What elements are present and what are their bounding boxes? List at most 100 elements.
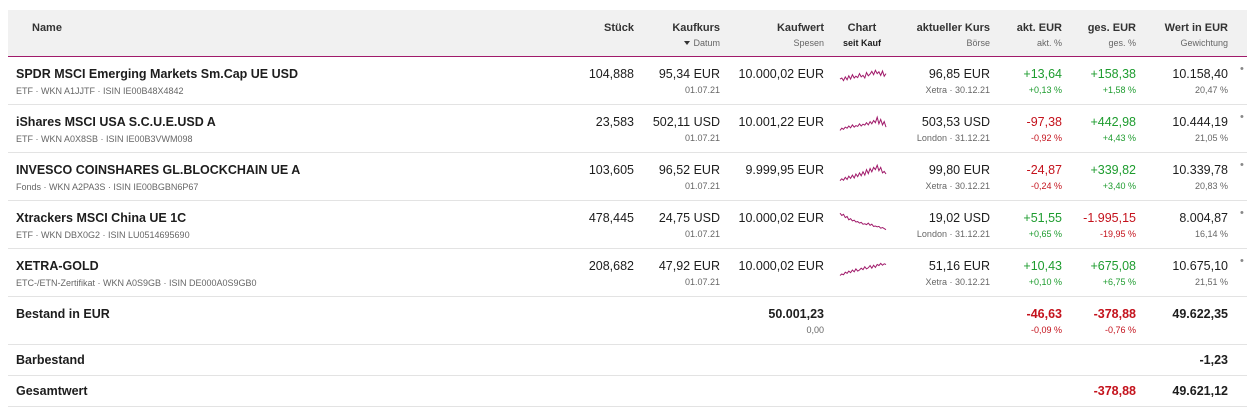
sparkline-chart[interactable] [839, 113, 887, 139]
position-kaufdatum: 01.07.21 [684, 277, 720, 287]
table-row[interactable]: Xtrackers MSCI China UE 1C ETF · WKN DBX0… [8, 201, 1247, 249]
sparkline-chart[interactable] [839, 257, 887, 283]
position-wert: 10.675,10 [1172, 259, 1228, 273]
more-dots-icon[interactable]: • [1240, 63, 1244, 75]
position-name[interactable]: SPDR MSCI Emerging Markets Sm.Cap UE USD [16, 67, 299, 81]
position-akt-pct: +0,13 % [1028, 85, 1062, 95]
position-stueck: 103,605 [588, 163, 634, 177]
position-kaufdatum: 01.07.21 [684, 181, 720, 191]
position-akt-eur: +13,64 [1023, 67, 1062, 81]
sparkline-chart[interactable] [839, 209, 887, 235]
col-datum-header[interactable]: Datum [638, 38, 720, 48]
bestand-ges-eur: -378,88 [1093, 307, 1136, 321]
sparkline-path [839, 212, 887, 231]
position-stueck: 104,888 [588, 67, 634, 81]
more-dots-icon[interactable]: • [1240, 207, 1244, 219]
position-ges-pct: +1,58 % [1102, 85, 1136, 95]
position-meta: Fonds · WKN A2PA3S · ISIN IE00BGBN6P67 [16, 182, 199, 192]
position-akt-eur: -24,87 [1026, 163, 1062, 177]
barbestand-wert: -1,23 [1199, 353, 1229, 367]
position-akt-pct: +0,10 % [1028, 277, 1062, 287]
position-name[interactable]: XETRA-GOLD [16, 259, 99, 273]
position-meta: ETC-/ETN-Zertifikat · WKN A0S9GB · ISIN … [16, 278, 257, 288]
position-ges-eur: -1.995,15 [1083, 211, 1136, 225]
position-boerse: London · 31.12.21 [916, 133, 990, 143]
more-dots-icon[interactable]: • [1240, 255, 1244, 267]
position-meta: ETF · WKN DBX0G2 · ISIN LU0514695690 [16, 230, 190, 240]
position-boerse: Xetra · 30.12.21 [925, 85, 990, 95]
more-dots-icon[interactable]: • [1240, 111, 1244, 123]
table-row[interactable]: XETRA-GOLD ETC-/ETN-Zertifikat · WKN A0S9… [8, 249, 1247, 297]
more-dots-icon[interactable]: • [1240, 159, 1244, 171]
col-akt-pct-header[interactable]: akt. % [1036, 38, 1062, 48]
positions-list: SPDR MSCI Emerging Markets Sm.Cap UE USD… [8, 57, 1247, 297]
position-name[interactable]: Xtrackers MSCI China UE 1C [16, 211, 187, 225]
position-meta: ETF · WKN A1JJTF · ISIN IE00B48X4842 [16, 86, 184, 96]
position-akt-pct: -0,92 % [1030, 133, 1062, 143]
position-akt-eur: +51,55 [1023, 211, 1062, 225]
gesamtwert-ges-eur: -378,88 [1093, 384, 1136, 398]
position-wert: 10.339,78 [1172, 163, 1228, 177]
position-kaufdatum: 01.07.21 [684, 85, 720, 95]
position-gewichtung: 21,51 % [1194, 277, 1228, 287]
gesamtwert-label: Gesamtwert [16, 384, 88, 398]
position-gewichtung: 16,14 % [1194, 229, 1228, 239]
sparkline-chart[interactable] [839, 161, 887, 187]
position-kaufkurs: 95,34 EUR [658, 67, 720, 81]
table-row[interactable]: SPDR MSCI Emerging Markets Sm.Cap UE USD… [8, 57, 1247, 105]
position-stueck: 478,445 [588, 211, 634, 225]
col-seit-kauf-header[interactable]: seit Kauf [842, 38, 881, 48]
position-stueck: 23,583 [595, 115, 634, 129]
table-row[interactable]: INVESCO COINSHARES GL.BLOCKCHAIN UE A Fon… [8, 153, 1247, 201]
table-row[interactable]: iShares MSCI USA S.C.U.E.USD A ETF · WKN … [8, 105, 1247, 153]
col-akt-eur-header[interactable]: akt. EUR [1016, 22, 1062, 34]
position-gewichtung: 20,83 % [1194, 181, 1228, 191]
position-name[interactable]: INVESCO COINSHARES GL.BLOCKCHAIN UE A [16, 163, 301, 177]
bestand-label: Bestand in EUR [16, 307, 110, 321]
position-kaufdatum: 01.07.21 [684, 229, 720, 239]
gesamtwert-row: Gesamtwert -378,88 49.621,12 [8, 376, 1247, 407]
position-kaufwert: 10.000,02 EUR [738, 211, 824, 225]
col-ges-pct-header[interactable]: ges. % [1108, 38, 1136, 48]
col-datum-label: Datum [693, 38, 720, 48]
table-header: Name Stück Kaufkurs Datum Kaufwert Spese… [8, 10, 1247, 57]
position-kurs: 19,02 USD [928, 211, 990, 225]
position-ges-pct: +3,40 % [1102, 181, 1136, 191]
position-kurs: 503,53 USD [921, 115, 990, 129]
position-kaufkurs: 96,52 EUR [658, 163, 720, 177]
position-wert: 8.004,87 [1179, 211, 1228, 225]
position-ges-eur: +158,38 [1090, 67, 1136, 81]
bestand-spesen: 0,00 [806, 325, 824, 335]
sparkline-chart[interactable] [839, 65, 887, 91]
position-akt-eur: +10,43 [1023, 259, 1062, 273]
position-kaufkurs: 24,75 USD [658, 211, 720, 225]
position-akt-eur: -97,38 [1026, 115, 1062, 129]
col-chart-header: Chart [847, 22, 877, 34]
bestand-wert: 49.622,35 [1172, 307, 1228, 321]
position-boerse: Xetra · 30.12.21 [925, 181, 990, 191]
col-kaufkurs-header[interactable]: Kaufkurs [672, 22, 720, 34]
position-boerse: Xetra · 30.12.21 [925, 277, 990, 287]
bestand-ges-pct: -0,76 % [1104, 325, 1136, 335]
position-akt-pct: -0,24 % [1030, 181, 1062, 191]
col-name-header[interactable]: Name [32, 22, 62, 34]
col-stueck-header[interactable]: Stück [604, 22, 634, 34]
col-kurs-header[interactable]: aktueller Kurs [916, 22, 990, 34]
col-spesen-header[interactable]: Spesen [793, 38, 824, 48]
col-boerse-header[interactable]: Börse [966, 38, 990, 48]
position-meta: ETF · WKN A0X8SB · ISIN IE00B3VWM098 [16, 134, 193, 144]
col-wert-header[interactable]: Wert in EUR [1164, 22, 1228, 34]
position-akt-pct: +0,65 % [1028, 229, 1062, 239]
sparkline-path [839, 163, 887, 181]
col-gewichtung-header[interactable]: Gewichtung [1180, 38, 1228, 48]
col-kaufwert-header[interactable]: Kaufwert [776, 22, 824, 34]
sparkline-path [839, 115, 887, 131]
position-ges-pct: +4,43 % [1102, 133, 1136, 143]
position-ges-pct: +6,75 % [1102, 277, 1136, 287]
col-ges-eur-header[interactable]: ges. EUR [1087, 22, 1136, 34]
position-kaufwert: 10.000,02 EUR [738, 259, 824, 273]
position-kaufkurs: 502,11 USD [652, 115, 720, 129]
position-name[interactable]: iShares MSCI USA S.C.U.E.USD A [16, 115, 216, 129]
position-kurs: 51,16 EUR [928, 259, 990, 273]
position-stueck: 208,682 [588, 259, 634, 273]
